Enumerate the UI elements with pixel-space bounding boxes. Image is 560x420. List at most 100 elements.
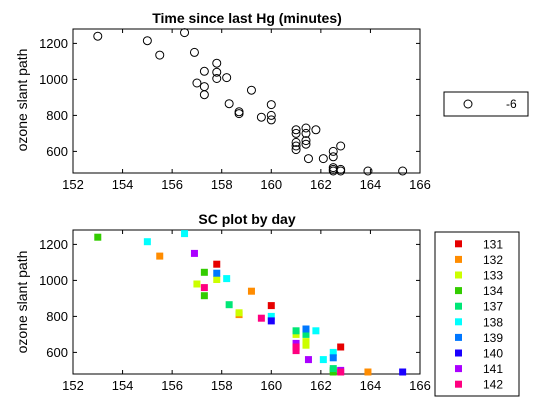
legend-marker-138 bbox=[455, 318, 462, 326]
legend-marker-131 bbox=[455, 240, 462, 248]
data-point bbox=[398, 166, 408, 176]
x-tick-label: 164 bbox=[360, 177, 382, 192]
data-point-140 bbox=[399, 368, 407, 376]
data-point bbox=[224, 99, 234, 109]
data-point bbox=[234, 109, 244, 119]
chart-title: Time since last Hg (minutes) bbox=[152, 10, 342, 26]
data-point-133 bbox=[302, 341, 310, 349]
data-point bbox=[311, 125, 321, 135]
data-point bbox=[256, 112, 266, 122]
x-tick-label: 154 bbox=[112, 177, 134, 192]
data-point bbox=[199, 66, 209, 76]
data-point-138 bbox=[223, 275, 231, 283]
data-point bbox=[266, 110, 276, 120]
data-point bbox=[192, 78, 202, 88]
x-tick-label: 152 bbox=[62, 378, 84, 393]
data-point bbox=[303, 154, 313, 164]
x-tick-label: 160 bbox=[260, 378, 282, 393]
y-tick-label: 800 bbox=[46, 108, 68, 123]
data-point-131 bbox=[213, 260, 221, 268]
data-point-142 bbox=[337, 368, 345, 376]
data-point-137 bbox=[225, 301, 233, 309]
y-tick-label: 1200 bbox=[39, 237, 68, 252]
legend-label: 131 bbox=[483, 237, 503, 251]
data-point-132 bbox=[364, 368, 372, 376]
data-point-131 bbox=[337, 343, 345, 351]
data-point-134 bbox=[200, 268, 208, 276]
legend-label: 134 bbox=[483, 284, 503, 298]
data-point bbox=[363, 166, 373, 176]
data-point-138 bbox=[329, 348, 337, 356]
data-point-141 bbox=[292, 339, 300, 347]
data-point bbox=[199, 82, 209, 92]
data-point bbox=[155, 50, 165, 60]
data-point bbox=[222, 73, 232, 83]
data-point bbox=[291, 145, 301, 155]
data-point bbox=[212, 67, 222, 77]
legend-box bbox=[443, 91, 529, 117]
data-point bbox=[212, 74, 222, 83]
legend-label: 139 bbox=[483, 331, 503, 345]
data-point-142 bbox=[200, 284, 208, 292]
data-point-138 bbox=[267, 312, 275, 320]
data-point-137 bbox=[329, 365, 337, 373]
data-point-138 bbox=[143, 238, 151, 246]
data-point bbox=[291, 137, 301, 147]
data-point-142 bbox=[257, 314, 265, 322]
x-tick-label: 166 bbox=[409, 177, 431, 192]
x-tick-label: 160 bbox=[260, 177, 282, 192]
data-point-133 bbox=[213, 276, 221, 283]
y-tick-label: 1000 bbox=[39, 72, 68, 87]
data-point bbox=[318, 154, 328, 164]
x-tick-label: 164 bbox=[360, 378, 382, 393]
y-tick-label: 1000 bbox=[39, 273, 68, 288]
data-point bbox=[328, 146, 338, 156]
x-tick-label: 162 bbox=[310, 177, 332, 192]
data-point bbox=[246, 85, 256, 95]
legend-label: 137 bbox=[483, 300, 503, 314]
data-point-138 bbox=[312, 327, 320, 335]
x-tick-label: 156 bbox=[161, 177, 183, 192]
legend-marker-142 bbox=[455, 380, 462, 388]
data-point-140 bbox=[267, 317, 275, 325]
data-point bbox=[189, 47, 199, 57]
data-point-131 bbox=[267, 302, 275, 310]
y-tick-label: 600 bbox=[46, 144, 68, 159]
data-point-133 bbox=[292, 330, 300, 338]
data-point bbox=[291, 125, 301, 135]
data-point-141 bbox=[304, 356, 312, 364]
data-point bbox=[291, 128, 301, 138]
data-point-139 bbox=[302, 325, 310, 333]
data-point-134 bbox=[94, 233, 102, 241]
data-point-134 bbox=[200, 292, 208, 300]
data-point-142 bbox=[292, 343, 300, 351]
data-point-133 bbox=[235, 309, 243, 317]
legend-label: 132 bbox=[483, 253, 503, 267]
data-point-132 bbox=[247, 287, 255, 295]
chart-title: SC plot by day bbox=[198, 211, 295, 227]
legend-label: 142 bbox=[483, 378, 503, 392]
y-tick-label: 800 bbox=[46, 309, 68, 324]
legend-label: 138 bbox=[483, 315, 503, 329]
y-tick-label: 1200 bbox=[39, 36, 68, 51]
data-point-137 bbox=[292, 327, 300, 335]
legend: -6 bbox=[443, 91, 529, 117]
data-point-142 bbox=[292, 347, 300, 355]
legend-box bbox=[434, 231, 520, 397]
x-tick-label: 152 bbox=[62, 177, 84, 192]
x-tick-label: 158 bbox=[211, 378, 233, 393]
data-point bbox=[212, 58, 222, 68]
data-point bbox=[301, 128, 311, 138]
data-point bbox=[93, 31, 103, 41]
data-point bbox=[199, 90, 209, 100]
legend-label: 133 bbox=[483, 269, 503, 283]
legend-marker-137 bbox=[455, 302, 462, 310]
legend-marker-133 bbox=[455, 271, 462, 279]
legend-label: -6 bbox=[506, 97, 517, 111]
data-point-137 bbox=[302, 330, 310, 338]
data-point-139 bbox=[213, 269, 221, 277]
data-point bbox=[301, 139, 311, 149]
legend-marker-134 bbox=[455, 287, 462, 295]
data-point bbox=[336, 166, 346, 176]
